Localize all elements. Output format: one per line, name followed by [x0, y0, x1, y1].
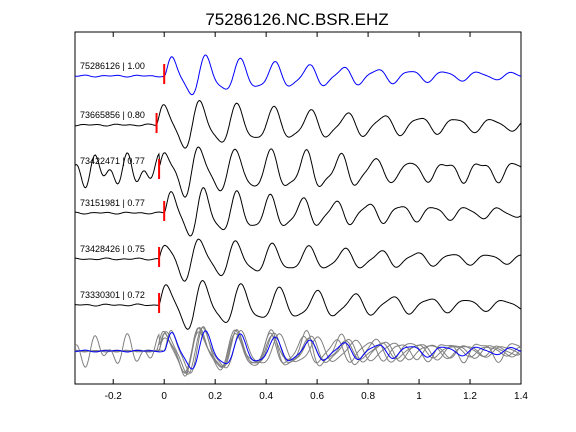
- x-tick-label: 0: [161, 391, 167, 402]
- stack-trace-2: [74, 327, 522, 377]
- trace-label-6: 73330301 | 0.72: [80, 290, 145, 300]
- x-tick-label: 0.4: [259, 391, 273, 402]
- trace-label-5: 73428426 | 0.75: [80, 244, 145, 254]
- stack-trace-3: [75, 326, 522, 374]
- trace-line-2: [74, 99, 522, 149]
- x-tick-label: 0.8: [361, 391, 375, 402]
- trace-label-1: 75286126 | 1.00: [80, 61, 145, 71]
- x-tick-label: 1.4: [514, 391, 528, 402]
- x-axis-ticks: -0.2 0 0.2 0.4 0.6 0.8 1 1.2 1.4: [105, 32, 528, 402]
- plot-frame: [74, 31, 522, 385]
- trace-line-4: [74, 186, 522, 237]
- trace-line-1: [74, 54, 522, 96]
- trace-line-5: [74, 238, 522, 282]
- trace-line-3: [74, 146, 522, 198]
- x-tick-label: -0.2: [105, 391, 123, 402]
- trace-group: 75286126 | 1.00 73665856 | 0.80 73422471 |…: [74, 54, 522, 330]
- x-tick-label: 0.6: [310, 391, 324, 402]
- trace-line-6: [74, 279, 522, 330]
- trace-label-3: 73422471 | 0.77: [80, 156, 145, 166]
- trace-label-2: 73665856 | 0.80: [80, 110, 145, 120]
- x-tick-label: 0.2: [208, 391, 222, 402]
- stack-trace-6: [74, 330, 522, 370]
- stack-overlay-group: [74, 326, 522, 377]
- trace-label-4: 73151981 | 0.77: [80, 198, 145, 208]
- x-tick-label: 1.2: [463, 391, 477, 402]
- stack-trace-5: [74, 326, 522, 375]
- stack-trace-1: [74, 326, 522, 374]
- x-tick-label: 1: [416, 391, 422, 402]
- chart-title: 75286126.NC.BSR.EHZ: [205, 10, 388, 29]
